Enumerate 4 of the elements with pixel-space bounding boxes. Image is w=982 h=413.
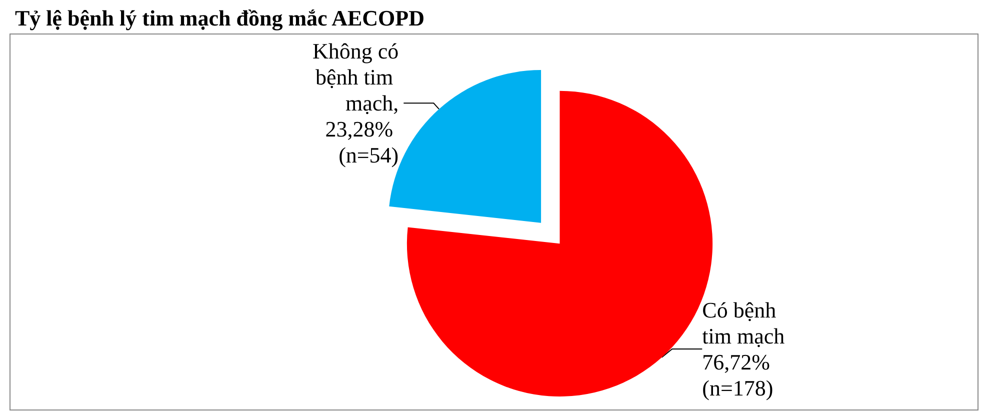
chart-title: Tỷ lệ bệnh lý tim mạch đồng mắc AECOPD [15, 6, 424, 30]
data-label: 76,72% (n=178) [702, 350, 776, 400]
slice-label: Không có bệnh tim mạch, 23,28% (n=54) [310, 38, 399, 168]
slice-label: Có bệnh tim mạch [702, 298, 785, 348]
